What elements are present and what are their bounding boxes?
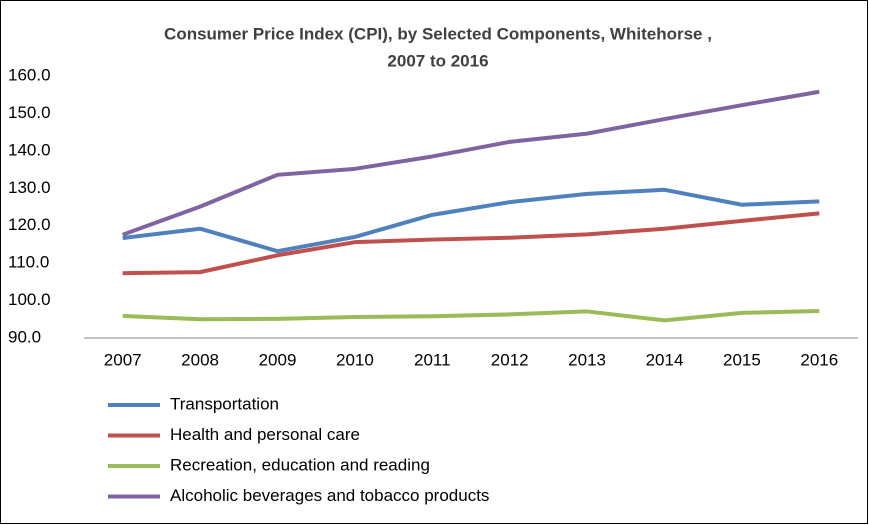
series-line	[122, 211, 820, 276]
legend-label: Recreation, education and reading	[170, 455, 430, 474]
y-tick-label: 160.0	[8, 65, 51, 84]
x-tick-label: 2008	[181, 350, 219, 369]
series-line	[122, 89, 820, 237]
series-line	[122, 187, 820, 254]
x-tick-label: 2010	[336, 350, 374, 369]
x-tick-label: 2007	[104, 350, 142, 369]
y-tick-label: 120.0	[8, 215, 51, 234]
chart-title: Consumer Price Index (CPI), by Selected …	[164, 24, 712, 43]
x-tick-label: 2013	[568, 350, 606, 369]
x-tick-label: 2015	[723, 350, 761, 369]
legend-label: Transportation	[170, 394, 279, 413]
chart-title: 2007 to 2016	[387, 51, 488, 70]
x-tick-label: 2016	[800, 350, 838, 369]
y-tick-label: 100.0	[8, 290, 51, 309]
legend-label: Health and personal care	[170, 425, 360, 444]
legend-label: Alcoholic beverages and tobacco products	[170, 486, 489, 505]
series-line	[122, 309, 820, 323]
x-tick-label: 2012	[491, 350, 529, 369]
y-tick-label: 110.0	[8, 253, 49, 272]
x-tick-label: 2014	[646, 350, 684, 369]
x-tick-label: 2009	[259, 350, 297, 369]
y-tick-label: 140.0	[8, 140, 51, 159]
y-tick-label: 90.0	[8, 327, 41, 346]
y-tick-label: 130.0	[8, 178, 51, 197]
y-tick-label: 150.0	[8, 103, 51, 122]
x-tick-label: 2011	[414, 350, 451, 369]
